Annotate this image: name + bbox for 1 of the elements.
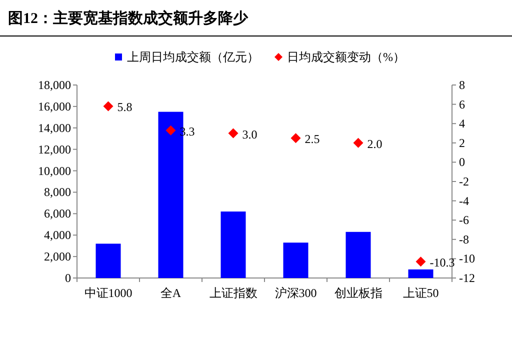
title: 图12：主要宽基指数成交额升多降少 [8, 11, 248, 27]
